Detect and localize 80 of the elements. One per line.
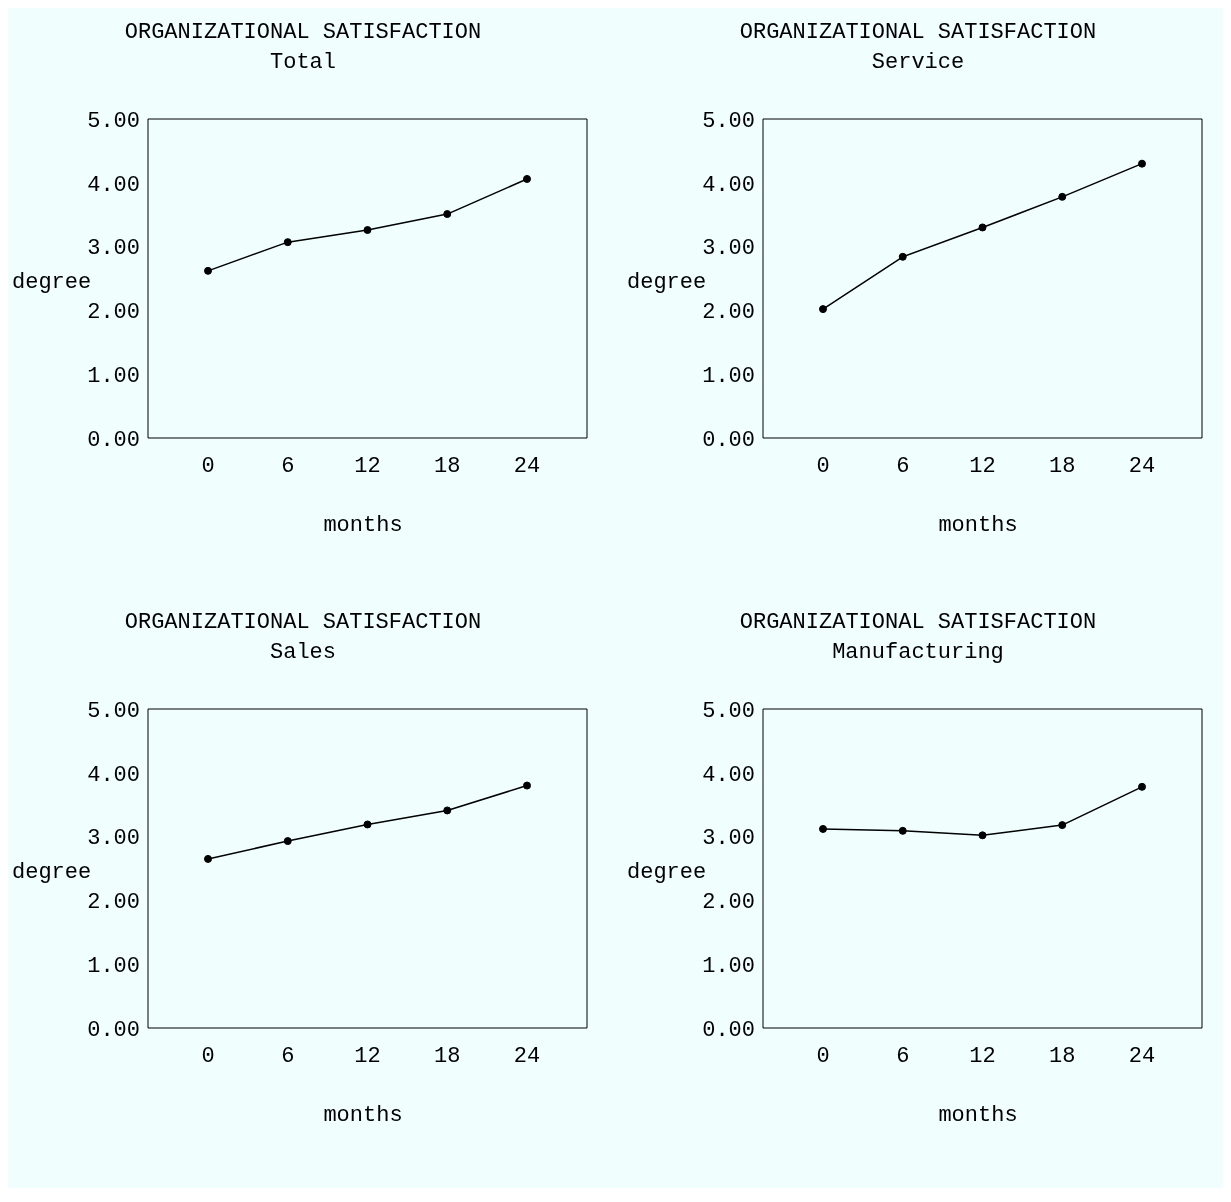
x-tick-label: 12 xyxy=(354,1043,381,1069)
x-tick-label: 6 xyxy=(896,1043,910,1069)
x-tick-label: 18 xyxy=(1049,453,1076,479)
y-tick-label: 2.00 xyxy=(87,890,140,916)
chart-subtitle: Manufacturing xyxy=(831,639,1005,667)
chart-title: ORGANIZATIONAL SATISFACTION xyxy=(738,609,1098,637)
chart-subtitle: Sales xyxy=(269,639,337,667)
x-tick-label: 6 xyxy=(281,453,295,479)
y-axis-title: degree xyxy=(12,270,92,295)
y-tick-label: 2.00 xyxy=(702,300,755,326)
y-tick-label: 1.00 xyxy=(702,954,755,980)
y-axis-title: degree xyxy=(627,270,707,295)
y-tick-label: 0.00 xyxy=(702,1017,755,1043)
x-tick-label: 18 xyxy=(1049,1043,1076,1069)
y-tick-label: 4.00 xyxy=(702,172,755,198)
point xyxy=(898,826,907,835)
chart-title: ORGANIZATIONAL SATISFACTION xyxy=(738,19,1098,47)
x-tick-label: 24 xyxy=(513,1043,541,1069)
point xyxy=(1058,821,1067,830)
y-tick-label: 5.00 xyxy=(87,698,140,724)
y-tick-label: 1.00 xyxy=(702,364,755,390)
x-axis-title: months xyxy=(322,513,404,538)
point xyxy=(1138,782,1146,791)
x-tick-label: 6 xyxy=(896,453,910,479)
y-tick-label: 0.00 xyxy=(87,1017,140,1043)
point xyxy=(978,223,987,232)
x-tick-label: 0 xyxy=(201,1043,215,1069)
point xyxy=(443,806,452,815)
y-tick-label: 3.00 xyxy=(87,826,140,852)
x-tick-label: 6 xyxy=(281,1043,295,1069)
x-tick-label: 24 xyxy=(1128,1043,1156,1069)
x-axis-title: months xyxy=(937,1103,1019,1128)
x-tick-label: 18 xyxy=(434,453,461,479)
y-tick-label: 4.00 xyxy=(87,172,140,198)
y-tick-label: 4.00 xyxy=(702,762,755,788)
point xyxy=(283,238,292,247)
y-tick-label: 3.00 xyxy=(702,236,755,262)
y-tick-label: 3.00 xyxy=(702,826,755,852)
point xyxy=(204,854,212,863)
x-tick-label: 24 xyxy=(1128,453,1156,479)
chart-subtitle: Total xyxy=(269,49,337,77)
point xyxy=(363,820,372,829)
y-tick-label: 0.00 xyxy=(87,427,140,453)
point xyxy=(1058,192,1067,201)
y-axis-title: degree xyxy=(627,860,707,885)
chart-title: ORGANIZATIONAL SATISFACTION xyxy=(123,19,483,47)
point xyxy=(819,305,827,314)
y-tick-label: 5.00 xyxy=(87,108,140,134)
point xyxy=(523,781,531,790)
y-tick-label: 2.00 xyxy=(702,890,755,916)
x-axis-title: months xyxy=(937,513,1019,538)
x-tick-label: 12 xyxy=(354,453,381,479)
x-tick-label: 12 xyxy=(969,1043,996,1069)
y-tick-label: 2.00 xyxy=(87,300,140,326)
y-tick-label: 4.00 xyxy=(87,762,140,788)
x-tick-label: 0 xyxy=(816,453,830,479)
y-axis-title: degree xyxy=(12,860,92,885)
chart-title: ORGANIZATIONAL SATISFACTION xyxy=(123,609,483,637)
point xyxy=(283,837,292,846)
x-tick-label: 24 xyxy=(513,453,541,479)
y-tick-label: 5.00 xyxy=(702,698,755,724)
y-tick-label: 1.00 xyxy=(87,954,140,980)
y-tick-label: 1.00 xyxy=(87,364,140,390)
x-tick-label: 0 xyxy=(201,453,215,479)
point xyxy=(204,266,212,275)
x-axis-title: months xyxy=(322,1103,404,1128)
y-tick-label: 3.00 xyxy=(87,236,140,262)
chart-subtitle: Service xyxy=(870,49,966,77)
point xyxy=(1138,159,1146,168)
x-tick-label: 0 xyxy=(816,1043,830,1069)
point xyxy=(363,226,372,235)
point xyxy=(443,210,452,219)
y-tick-label: 0.00 xyxy=(702,427,755,453)
point xyxy=(978,831,987,840)
point xyxy=(523,174,531,183)
point xyxy=(898,252,907,261)
y-tick-label: 5.00 xyxy=(702,108,755,134)
point xyxy=(819,824,827,833)
x-tick-label: 12 xyxy=(969,453,996,479)
x-tick-label: 18 xyxy=(434,1043,461,1069)
